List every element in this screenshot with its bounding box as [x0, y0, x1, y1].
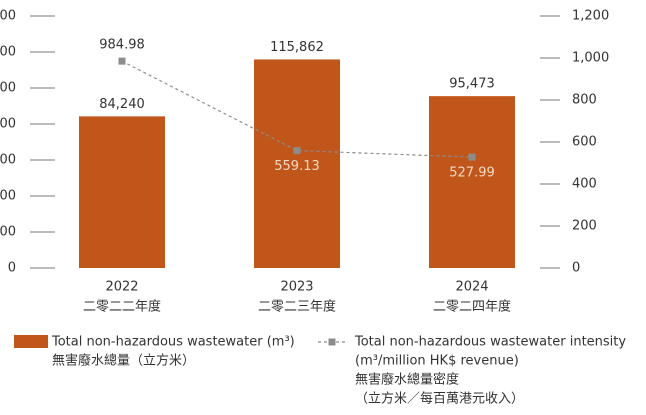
y2-tick-label: 400: [572, 177, 597, 192]
line-marker: [118, 57, 126, 65]
legend-swatch: [14, 335, 48, 348]
x-tick-sublabel: 二零二四年度: [433, 299, 511, 315]
line-value-label: 559.13: [274, 159, 320, 174]
line-marker: [468, 153, 476, 161]
x-tick-label: 2023: [280, 280, 313, 295]
legend-label: 無害廢水總量密度: [355, 372, 459, 388]
legend-label: （立方米／每百萬港元收入）: [355, 391, 524, 407]
y-tick-label: 0: [8, 261, 16, 276]
y2-tick-label: 600: [572, 135, 597, 150]
x-tick-sublabel: 二零二二年度: [83, 299, 161, 315]
x-tick-label: 2024: [455, 280, 488, 295]
y2-tick-label: 1,000: [572, 51, 609, 66]
line-marker: [293, 147, 301, 155]
y-tick-label: 40,000: [0, 189, 16, 204]
y2-tick-label: 800: [572, 93, 597, 108]
y-tick-label: 140,000: [0, 9, 16, 24]
x-tick-sublabel: 二零二三年度: [258, 299, 336, 315]
y-tick-label: 60,000: [0, 153, 16, 168]
bar: [79, 116, 165, 268]
y2-tick-label: 200: [572, 219, 597, 234]
line: [121, 60, 473, 158]
y2-tick-label: 0: [572, 261, 580, 276]
bar-value-label: 95,473: [449, 77, 495, 92]
y-tick-label: 20,000: [0, 225, 16, 240]
line-value-label: 984.98: [99, 38, 145, 53]
bar-value-label: 84,240: [99, 97, 145, 112]
y-tick-label: 80,000: [0, 117, 16, 132]
legend-label: Total non-hazardous wastewater (m³): [51, 335, 295, 350]
legend-marker: [328, 338, 336, 346]
bar: [429, 96, 515, 269]
bar-value-label: 115,862: [270, 40, 324, 55]
legend-label: Total non-hazardous wastewater intensity: [354, 335, 626, 350]
y-tick-label: 100,000: [0, 81, 16, 96]
line-value-label: 527.99: [449, 166, 495, 181]
y2-tick-label: 1,200: [572, 9, 609, 24]
x-tick-label: 2022: [105, 280, 138, 295]
legend-label: 無害廢水總量（立方米）: [52, 353, 195, 369]
bar: [254, 59, 340, 269]
legend-label: (m³/million HK$ revenue): [355, 354, 519, 369]
y-tick-label: 120,000: [0, 45, 16, 60]
